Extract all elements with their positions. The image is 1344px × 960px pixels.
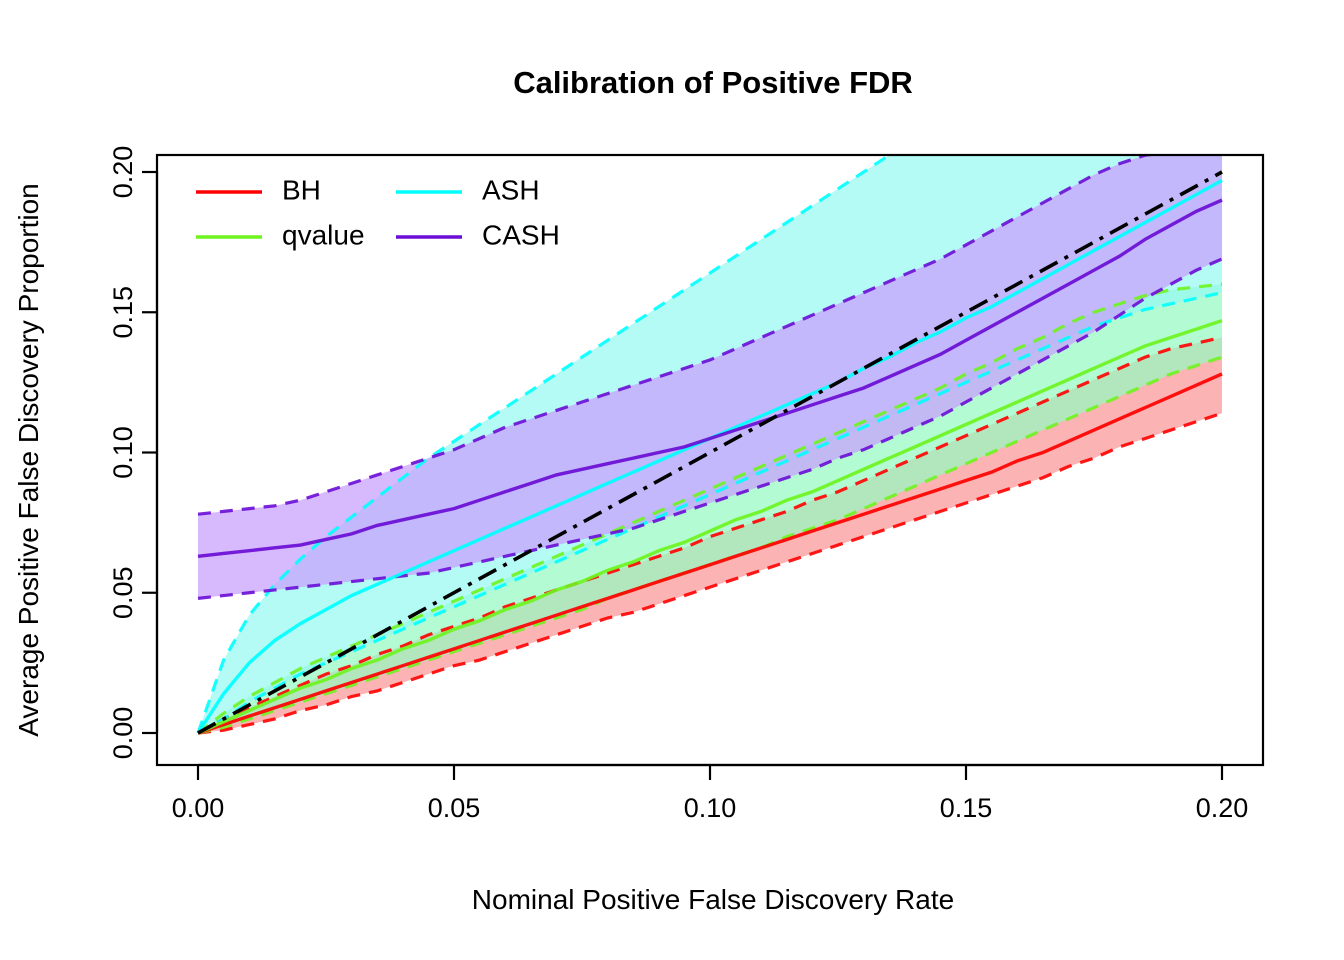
legend-label-qvalue: qvalue — [282, 219, 365, 250]
identity-line — [197, 170, 1223, 735]
y-tick-label-1: 0.05 — [108, 566, 138, 619]
series-lines — [196, 178, 1223, 735]
x-tick-label-3: 0.15 — [940, 793, 993, 823]
band-fill-cash — [198, 155, 1222, 599]
band-upper-cash — [197, 155, 1162, 516]
y-axis-label: Average Positive False Discovery Proport… — [13, 183, 44, 737]
x-axis-label: Nominal Positive False Discovery Rate — [472, 884, 954, 915]
y-axis: 0.00 0.05 0.10 0.15 0.20 — [108, 146, 159, 760]
x-tick-label-0: 0.00 — [172, 793, 225, 823]
y-tick-label-3: 0.15 — [108, 286, 138, 339]
band-upper-bh — [197, 335, 1223, 735]
x-axis: 0.00 0.05 0.10 0.15 0.20 — [172, 763, 1249, 823]
y-tick-label-4: 0.20 — [108, 146, 138, 199]
series-line-cash — [197, 198, 1223, 558]
series-line-bh — [197, 372, 1223, 735]
confidence-bands — [196, 155, 1223, 735]
band-upper-ash — [196, 155, 906, 734]
y-tick-label-2: 0.10 — [108, 426, 138, 479]
band-lower-bh — [197, 411, 1223, 735]
legend-label-bh: BH — [282, 174, 321, 205]
y-tick-label-0: 0.00 — [108, 707, 138, 760]
identity-reference-line — [197, 170, 1223, 735]
x-tick-label-4: 0.20 — [1196, 793, 1249, 823]
legend-label-ash: ASH — [482, 174, 540, 205]
page-title: Calibration of Positive FDR — [513, 65, 913, 100]
x-tick-label-2: 0.10 — [684, 793, 737, 823]
chart-legend: BH qvalue ASH CASH — [196, 174, 560, 250]
x-tick-label-1: 0.05 — [428, 793, 481, 823]
legend-label-cash: CASH — [482, 219, 560, 250]
series-line-qvalue — [197, 319, 1223, 735]
